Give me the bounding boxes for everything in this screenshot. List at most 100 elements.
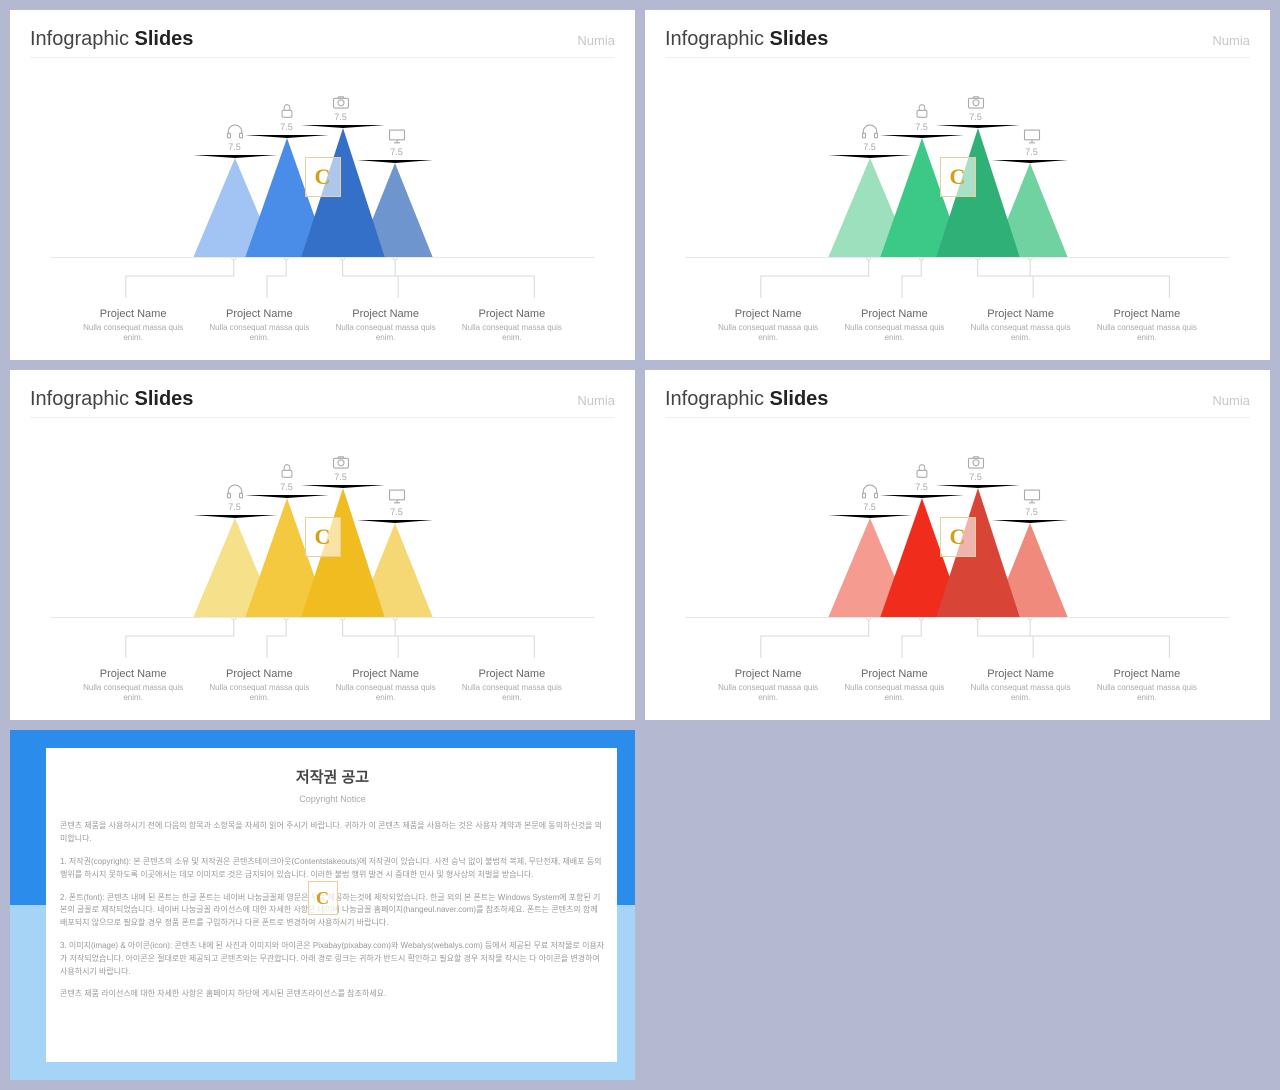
slide-title: Infographic Slides [30,388,193,411]
icon-value: 7.5 [390,147,403,157]
label-title: Project Name [452,668,572,680]
watermark: C [308,881,338,915]
label-block-2: Project Name Nulla consequat massa quis … [961,668,1081,704]
icon-value: 7.5 [228,502,241,512]
label-block-0: Project Name Nulla consequat massa quis … [708,308,828,344]
label-block-1: Project Name Nulla consequat massa quis … [199,668,319,704]
slides-grid: Infographic Slides Numia 7.5 7.5 7.5 7.5 C Pro… [10,10,1270,1080]
camera-icon: 7.5 [956,455,996,482]
slide-header: Infographic Slides Numia [665,388,1250,418]
label-subtitle: Nulla consequat massa quis enim. [326,323,446,344]
slide-3: Infographic Slides Numia7.57.57.57.5CPro… [10,370,635,720]
slide-title: Infographic Slides [665,388,828,411]
slide-title: Infographic Slides [665,28,828,51]
icon-value: 7.5 [915,122,928,132]
label-block-1: Project Name Nulla consequat massa quis … [834,308,954,344]
chart-area: 7.5 7.5 7.5 7.5 C [30,78,615,258]
label-block-2: Project Name Nulla consequat massa quis … [326,308,446,344]
labels-row: Project Name Nulla consequat massa quis … [30,668,615,704]
icon-value: 7.5 [334,472,347,482]
icon-value: 7.5 [863,142,876,152]
label-subtitle: Nulla consequat massa quis enim. [961,323,1081,344]
label-subtitle: Nulla consequat massa quis enim. [452,323,572,344]
label-title: Project Name [326,668,446,680]
icon-value: 7.5 [280,122,293,132]
copyright-title: 저작권 공고 [60,766,605,790]
slide-header: Infographic Slides Numia [30,388,615,418]
brand-label: Numia [1212,393,1250,408]
label-block-0: Project Name Nulla consequat massa quis … [708,668,828,704]
label-subtitle: Nulla consequat massa quis enim. [326,683,446,704]
icon-value: 7.5 [915,482,928,492]
slide-header: Infographic Slides Numia [665,28,1250,58]
label-title: Project Name [199,308,319,320]
slide-title: Infographic Slides [30,28,193,51]
label-block-3: Project Name Nulla consequat massa quis … [1087,668,1207,704]
label-subtitle: Nulla consequat massa quis enim. [199,683,319,704]
copyright-para-3: 3. 이미지(image) & 아이콘(icon): 콘텐츠 내에 된 사진과 … [60,940,605,978]
camera-icon: 7.5 [321,455,361,482]
copyright-subtitle: Copyright Notice [60,792,605,806]
camera-icon: 7.5 [321,95,361,122]
label-title: Project Name [1087,668,1207,680]
slide-1: Infographic Slides Numia 7.5 7.5 7.5 7.5 C Pro… [10,10,635,360]
copyright-slide: 저작권 공고 Copyright Notice 콘텐츠 제품을 사용하시기 전에… [10,730,635,1080]
border-right-top [617,730,635,905]
slide-4: Infographic Slides Numia7.57.57.57.5CPro… [645,370,1270,720]
copyright-para-4: 콘텐츠 제품 라이선스에 대한 자세한 사항은 홈페이지 하단에 게시된 콘텐츠… [60,988,605,1001]
label-title: Project Name [326,308,446,320]
label-title: Project Name [708,308,828,320]
label-block-1: Project Name Nulla consequat massa quis … [834,668,954,704]
camera-icon: 7.5 [956,95,996,122]
connectors [665,258,1250,308]
icon-value: 7.5 [1025,507,1038,517]
border-left-top [10,730,46,905]
label-block-3: Project Name Nulla consequat massa quis … [1087,308,1207,344]
brand-label: Numia [577,393,615,408]
label-title: Project Name [199,668,319,680]
connectors [30,618,615,668]
watermark: C [305,157,341,197]
watermark: C [940,157,976,197]
label-title: Project Name [961,668,1081,680]
label-title: Project Name [834,308,954,320]
icon-value: 7.5 [228,142,241,152]
label-block-3: Project Name Nulla consequat massa quis … [452,308,572,344]
label-block-2: Project Name Nulla consequat massa quis … [961,308,1081,344]
icon-value: 7.5 [334,112,347,122]
empty-cell [645,730,1270,1080]
label-subtitle: Nulla consequat massa quis enim. [199,323,319,344]
label-subtitle: Nulla consequat massa quis enim. [961,683,1081,704]
border-bottom [10,1062,635,1080]
label-block-0: Project Name Nulla consequat massa quis … [73,308,193,344]
label-subtitle: Nulla consequat massa quis enim. [73,683,193,704]
icon-value: 7.5 [390,507,403,517]
label-subtitle: Nulla consequat massa quis enim. [1087,683,1207,704]
copyright-para-0: 콘텐츠 제품을 사용하시기 전에 다음의 항목과 소항목을 자세히 읽어 주시기… [60,820,605,846]
label-title: Project Name [73,308,193,320]
label-title: Project Name [452,308,572,320]
label-title: Project Name [834,668,954,680]
label-subtitle: Nulla consequat massa quis enim. [1087,323,1207,344]
chart-area: 7.57.57.57.5C [665,438,1250,618]
label-title: Project Name [1087,308,1207,320]
icon-value: 7.5 [280,482,293,492]
labels-row: Project Name Nulla consequat massa quis … [665,308,1250,344]
border-top [10,730,635,748]
brand-label: Numia [1212,33,1250,48]
label-block-0: Project Name Nulla consequat massa quis … [73,668,193,704]
copyright-para-1: 1. 저작권(copyright): 본 콘텐츠의 소유 및 저작권은 콘텐츠테… [60,856,605,882]
label-block-3: Project Name Nulla consequat massa quis … [452,668,572,704]
labels-row: Project Name Nulla consequat massa quis … [30,308,615,344]
icon-value: 7.5 [1025,147,1038,157]
border-left-bottom [10,905,46,1080]
slide-2: Infographic Slides Numia 7.5 7.5 7.5 7.5 C Pro… [645,10,1270,360]
icon-value: 7.5 [863,502,876,512]
slide-header: Infographic Slides Numia [30,28,615,58]
label-subtitle: Nulla consequat massa quis enim. [73,323,193,344]
border-right-bottom [617,905,635,1080]
connectors [665,618,1250,668]
label-subtitle: Nulla consequat massa quis enim. [834,683,954,704]
label-subtitle: Nulla consequat massa quis enim. [708,323,828,344]
labels-row: Project Name Nulla consequat massa quis … [665,668,1250,704]
